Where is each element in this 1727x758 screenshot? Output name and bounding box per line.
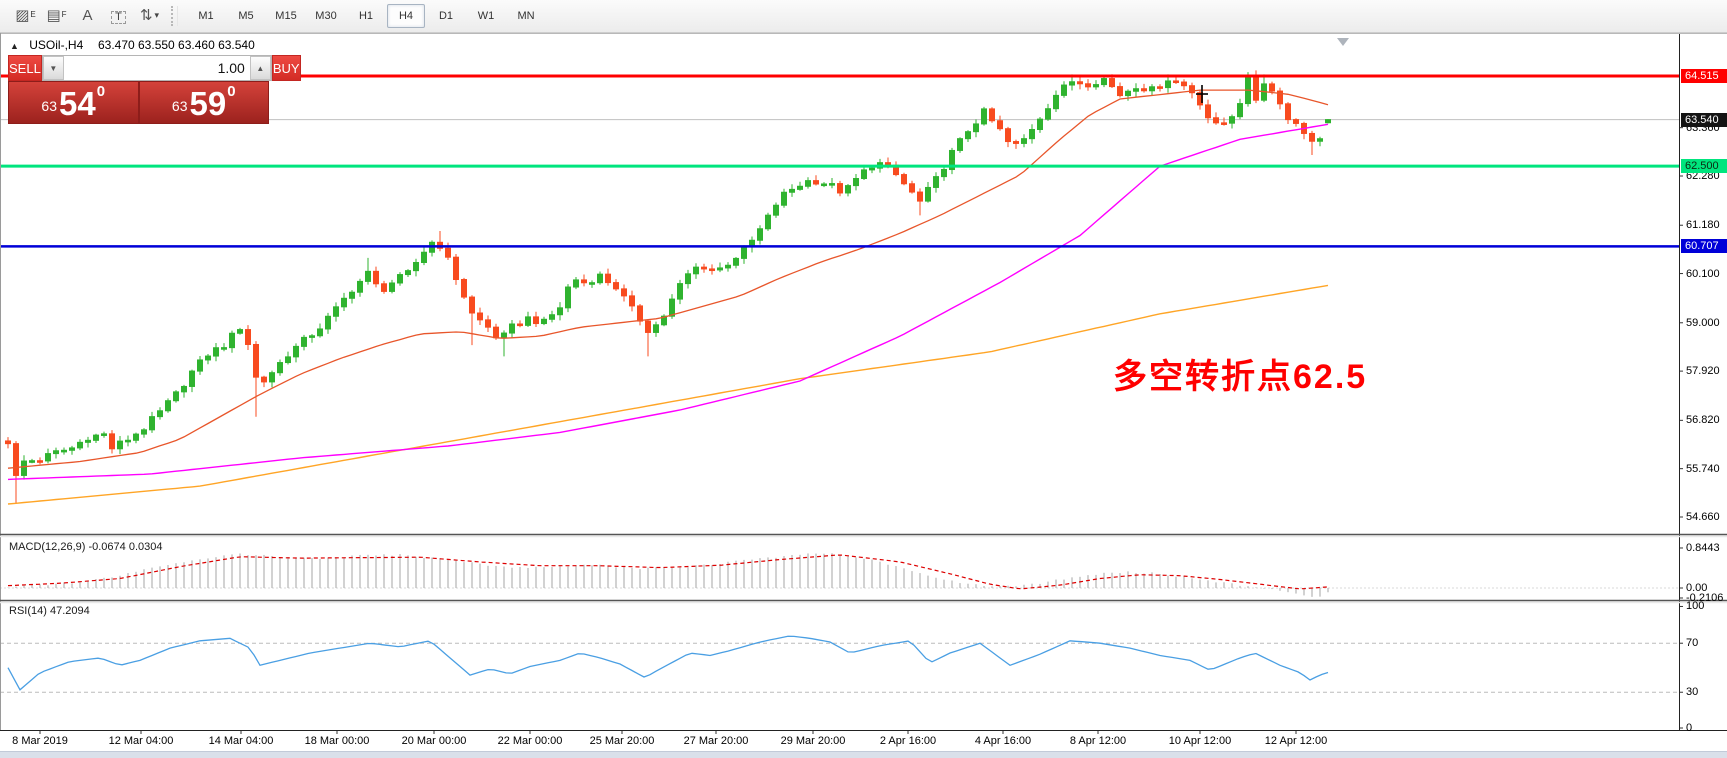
one-click-trading-panel: SELL ▼ ▲ BUY 63 54 0 63 59 0 bbox=[8, 55, 301, 124]
timeframe-m5-button[interactable]: M5 bbox=[238, 10, 254, 22]
volume-stepper: ▼ ▲ bbox=[41, 55, 272, 81]
volume-increase-button[interactable]: ▲ bbox=[249, 56, 271, 80]
macd-indicator-label: MACD(12,26,9) -0.0674 0.0304 bbox=[9, 541, 163, 553]
text-box-icon[interactable]: T bbox=[103, 5, 134, 29]
rsi-indicator-label: RSI(14) 47.2094 bbox=[9, 605, 90, 617]
timeframe-h4-button[interactable]: H4 bbox=[387, 4, 425, 28]
toolbar-grip-icon[interactable] bbox=[171, 6, 178, 26]
timeframe-w1-button[interactable]: W1 bbox=[477, 10, 495, 22]
toolbar: ▨ E ▤ F A T ⇅ ▾ M1 M5 M15 M30 H1 H4 D1 W1 MN bbox=[0, 0, 1727, 33]
ohlc-values-label: 63.470 63.550 63.460 63.540 bbox=[97, 38, 255, 52]
chart-annotation-text: 多空转折点62.5 bbox=[1113, 358, 1368, 396]
volume-input[interactable] bbox=[63, 56, 250, 80]
timeframe-buttons-group: M1 M5 M15 M30 H1 H4 D1 W1 MN bbox=[186, 4, 546, 28]
chart-title-bar: ▲ USOil-,H4 63.470 63.550 63.460 63.540 bbox=[10, 38, 255, 52]
arrows-tool-icon[interactable]: ⇅ ▾ bbox=[139, 6, 160, 24]
timeframe-h1-button[interactable]: H1 bbox=[358, 10, 374, 22]
buy-price-button[interactable]: 63 59 0 bbox=[138, 81, 269, 124]
sell-label-button[interactable]: SELL bbox=[8, 55, 42, 81]
buy-price-prefix: 63 bbox=[171, 98, 188, 114]
drawing-tools-group: ▨ E ▤ F A T ⇅ ▾ bbox=[10, 3, 165, 29]
volume-decrease-button[interactable]: ▼ bbox=[42, 56, 64, 80]
sell-price-big: 54 bbox=[59, 84, 96, 122]
timeframe-m15-button[interactable]: M15 bbox=[275, 10, 297, 22]
fibonacci-retracement-icon[interactable]: ▤ F bbox=[46, 6, 67, 24]
buy-label-button[interactable]: BUY bbox=[271, 55, 301, 81]
collapse-panel-icon[interactable]: ▲ bbox=[10, 41, 19, 51]
text-label-icon[interactable]: A bbox=[82, 6, 93, 24]
sell-price-button[interactable]: 63 54 0 bbox=[8, 81, 139, 124]
buy-price-pip: 0 bbox=[227, 83, 236, 100]
sell-price-pip: 0 bbox=[96, 83, 106, 100]
timeframe-m1-button[interactable]: M1 bbox=[198, 10, 214, 22]
timeframe-d1-button[interactable]: D1 bbox=[438, 10, 454, 22]
timeframe-m30-button[interactable]: M30 bbox=[315, 10, 337, 22]
equidistant-channel-icon[interactable]: ▨ E bbox=[15, 6, 36, 24]
sell-price-prefix: 63 bbox=[41, 98, 57, 114]
buy-price-big: 59 bbox=[189, 84, 227, 122]
window-bottom-edge bbox=[0, 751, 1727, 758]
timeframe-mn-button[interactable]: MN bbox=[517, 10, 535, 22]
symbol-timeframe-label: USOil-,H4 bbox=[29, 38, 84, 52]
